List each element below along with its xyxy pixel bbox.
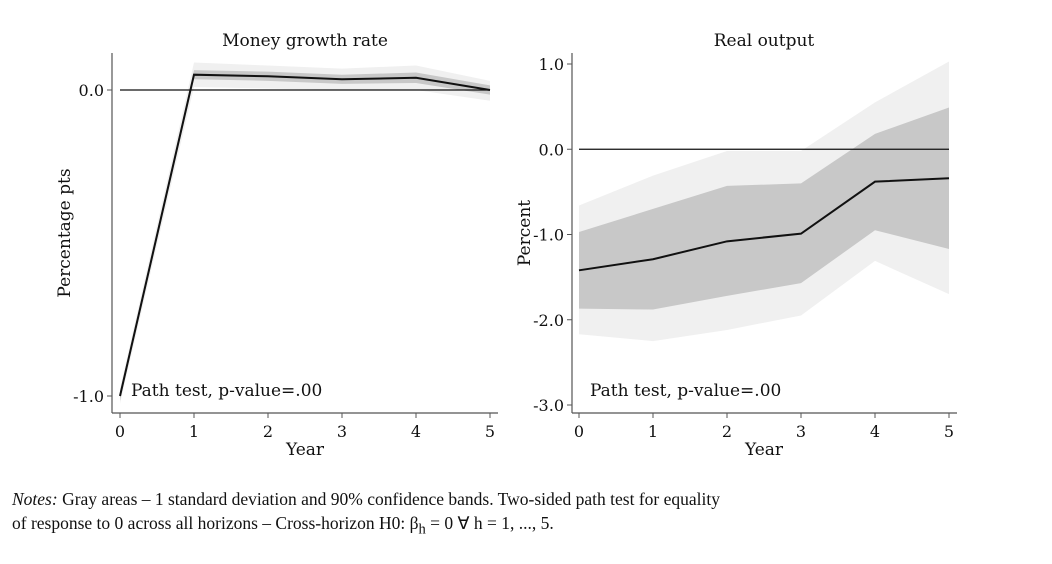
- chart-title: Real output: [714, 31, 815, 51]
- chart-panel-2: 1.0 0.0 -1.0 -2.0 -3.0 0 1 2 3 4 5 Real output Year P…: [515, 31, 957, 460]
- x-tick-label: 2: [263, 422, 273, 441]
- y-tick-label: -2.0: [533, 311, 564, 330]
- notes-sub: h: [418, 521, 426, 538]
- chart-panel-1: 0.0 -1.0 0 1 2 3 4 5 Money growth rate Year Percen…: [55, 31, 498, 460]
- x-tick-label: 5: [485, 422, 495, 441]
- confidence-band-90: [120, 62, 490, 404]
- x-tick-label: 3: [337, 422, 347, 441]
- x-axis-label: Year: [285, 440, 325, 460]
- notes-line2b: = 0 ∀ h = 1, ..., 5.: [425, 513, 554, 533]
- x-tick-label: 0: [115, 422, 125, 441]
- notes-line2: of response to 0 across all horizons – C…: [12, 513, 419, 533]
- y-tick-label: 0.0: [539, 140, 564, 159]
- y-axis-label: Percent: [515, 200, 535, 266]
- response-line: [578, 177, 950, 272]
- notes-label: Notes:: [12, 489, 58, 509]
- y-tick-label: -3.0: [533, 396, 564, 415]
- confidence-band-1sd: [120, 70, 490, 401]
- y-tick-label: -1.0: [73, 387, 104, 406]
- path-test-annotation: Path test, p-value=.00: [131, 381, 322, 401]
- y-axis-label: Percentage pts: [55, 168, 75, 297]
- x-axis-label: Year: [744, 440, 784, 460]
- x-tick-label: 5: [944, 422, 954, 441]
- x-tick-label: 4: [411, 422, 421, 441]
- path-test-annotation: Path test, p-value=.00: [590, 381, 781, 401]
- confidence-band-1sd: [579, 107, 949, 310]
- response-line: [119, 73, 491, 397]
- x-tick-label: 1: [648, 422, 658, 441]
- y-tick-label: 1.0: [539, 55, 564, 74]
- x-tick-label: 0: [574, 422, 584, 441]
- y-tick-label: 0.0: [79, 81, 104, 100]
- figure-notes: Notes: Gray areas – 1 standard deviation…: [12, 487, 1042, 542]
- notes-line1: Gray areas – 1 standard deviation and 90…: [57, 489, 720, 509]
- figure: 0.0 -1.0 0 1 2 3 4 5 Money growth rate Year Percen…: [55, 31, 957, 460]
- x-tick-label: 3: [796, 422, 806, 441]
- y-tick-label: -1.0: [533, 226, 564, 245]
- chart-title: Money growth rate: [222, 31, 388, 51]
- x-tick-label: 2: [722, 422, 732, 441]
- x-tick-label: 4: [870, 422, 880, 441]
- x-tick-label: 1: [189, 422, 199, 441]
